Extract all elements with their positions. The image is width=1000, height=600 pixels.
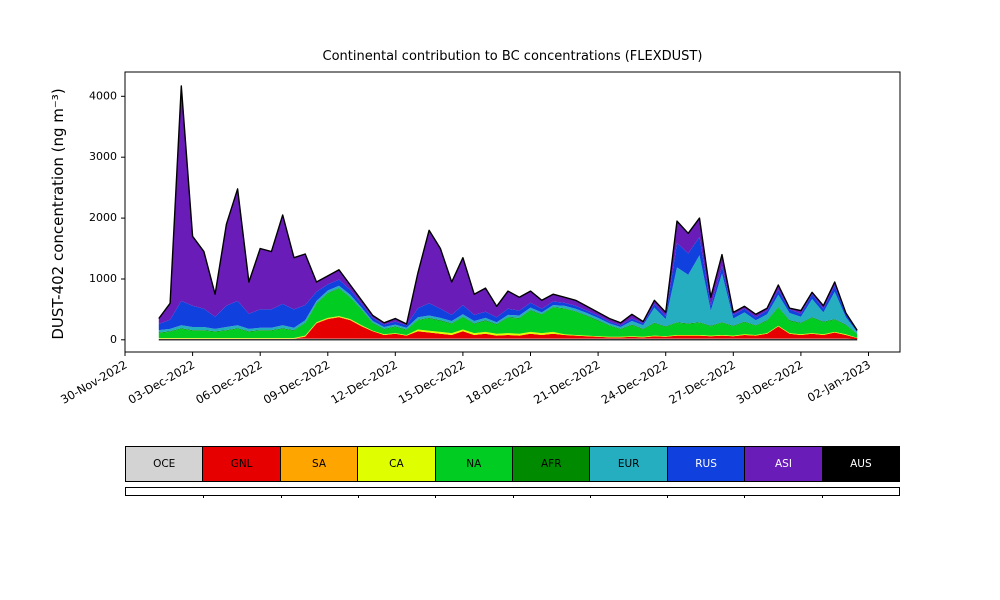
legend-item-rus: RUS [666,446,746,482]
x-tick-label: 27-Dec-2022 [666,357,737,406]
legend-strip [125,487,900,498]
y-tick-label: 3000 [89,150,117,163]
legend-strip-tick [512,495,514,498]
legend-strip-tick [744,495,746,498]
band-eur [158,255,858,334]
legend-item-na: NA [434,446,514,482]
legend-strip-tick [667,495,669,498]
legend-item-sa: SA [279,446,359,482]
x-tick-label: 18-Dec-2022 [464,357,535,406]
legend-item-asi: ASI [744,446,823,482]
x-tick-label: 15-Dec-2022 [396,357,467,406]
x-tick-label: 12-Dec-2022 [328,357,399,406]
legend-item-aus: AUS [821,446,901,482]
x-tick-label: 06-Dec-2022 [193,357,264,406]
legend-item-afr: AFR [512,446,591,482]
band-na [158,288,858,338]
band-asi [158,86,858,331]
band-ca [158,316,858,339]
x-tick-label: 09-Dec-2022 [261,357,332,406]
x-tick-label: 24-Dec-2022 [599,357,670,406]
legend-strip-tick [435,495,437,498]
y-tick-label: 1000 [89,272,117,285]
legend-item-oce: OCE [125,446,204,482]
legend-strip-tick [357,495,359,498]
x-tick-label: 21-Dec-2022 [531,357,602,406]
x-tick-label: 30-Nov-2022 [58,357,129,406]
legend-item-gnl: GNL [202,446,281,482]
axes-frame [124,71,901,353]
x-tick-label: 30-Dec-2022 [734,357,805,406]
legend-item-ca: CA [357,446,436,482]
legend-strip-tick [280,495,282,498]
y-tick-label: 4000 [89,89,117,102]
y-tick-label: 2000 [89,211,117,224]
total-outline [158,85,858,331]
band-rus [158,237,858,332]
legend-strip-tick [821,495,823,498]
y-tick-label: 0 [110,333,117,346]
legend-strip-tick [203,495,205,498]
chart-title: Continental contribution to BC concentra… [322,49,703,64]
x-tick-label: 03-Dec-2022 [126,357,197,406]
x-tick-label: 02-Jan-2023 [805,357,873,404]
legend-item-eur: EUR [589,446,668,482]
legend-strip-tick [589,495,591,498]
band-gnl [158,317,858,340]
legend: OCE GNL SA CA NA AFR EUR RUS ASI AUS [125,446,901,482]
